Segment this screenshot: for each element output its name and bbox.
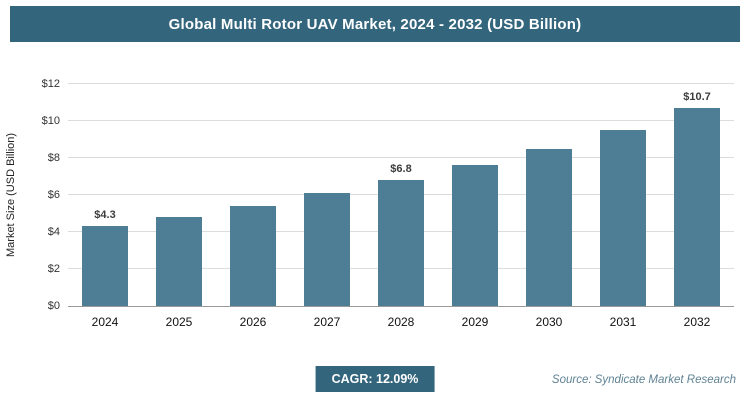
y-tick-label: $10 [41,115,60,127]
bar [156,217,202,306]
bar-column: 2031 [600,84,646,329]
gridline [68,157,734,159]
bar [82,226,128,306]
plot-area: $0 $2 $4 $6 $8 $10 $12 $4.3 2024 2025 2026 2027 $6.8… [42,78,734,329]
bar [674,108,720,306]
y-tick-label: $12 [41,78,60,90]
bar-value-label: $6.8 [390,163,412,176]
gridline [68,83,734,84]
bar [378,180,424,306]
bar-column: $10.7 2032 [674,84,720,329]
x-tick-label: 2025 [165,315,193,329]
bar-column: $6.8 2028 [378,84,424,329]
bar-column: 2027 [304,84,350,329]
x-tick-label: 2026 [239,315,267,329]
y-tick-label: $6 [47,189,60,201]
y-tick-label: $2 [47,263,60,276]
bars-container: $4.3 2024 2025 2026 2027 $6.8 2028 2029 2030 2031… [68,84,734,329]
chart-title-banner: Global Multi Rotor UAV Market, 2024 - 20… [10,6,740,42]
x-tick-label: 2029 [461,315,489,329]
bar [526,148,572,306]
chart-title: Global Multi Rotor UAV Market, 2024 - 20… [168,15,582,33]
bar-column: 2025 [156,84,202,329]
cagr-badge: CAGR: 12.09% [315,366,435,392]
bar-value-label: $10.7 [683,91,711,104]
y-tick-label: $8 [47,152,60,165]
bar [600,130,646,306]
x-tick-label: 2027 [313,315,341,329]
x-tick-label: 2031 [609,315,637,329]
gridline [68,120,734,121]
x-tick-label: 2028 [387,315,415,329]
x-tick-label: 2032 [683,315,711,329]
bar-column: 2029 [452,84,498,329]
bar-column: 2030 [526,84,572,329]
bar [230,206,276,306]
bar-column: 2026 [230,84,276,329]
source-text: Source: Syndicate Market Research [551,374,736,386]
y-tick-label: $0 [47,300,60,312]
bar-value-label: $4.3 [94,209,116,222]
bar [452,165,498,306]
y-tick-label: $4 [47,226,60,239]
bar [304,193,350,306]
bar-column: $4.3 2024 [82,84,128,329]
x-tick-label: 2030 [535,315,563,329]
x-tick-label: 2024 [91,315,119,329]
